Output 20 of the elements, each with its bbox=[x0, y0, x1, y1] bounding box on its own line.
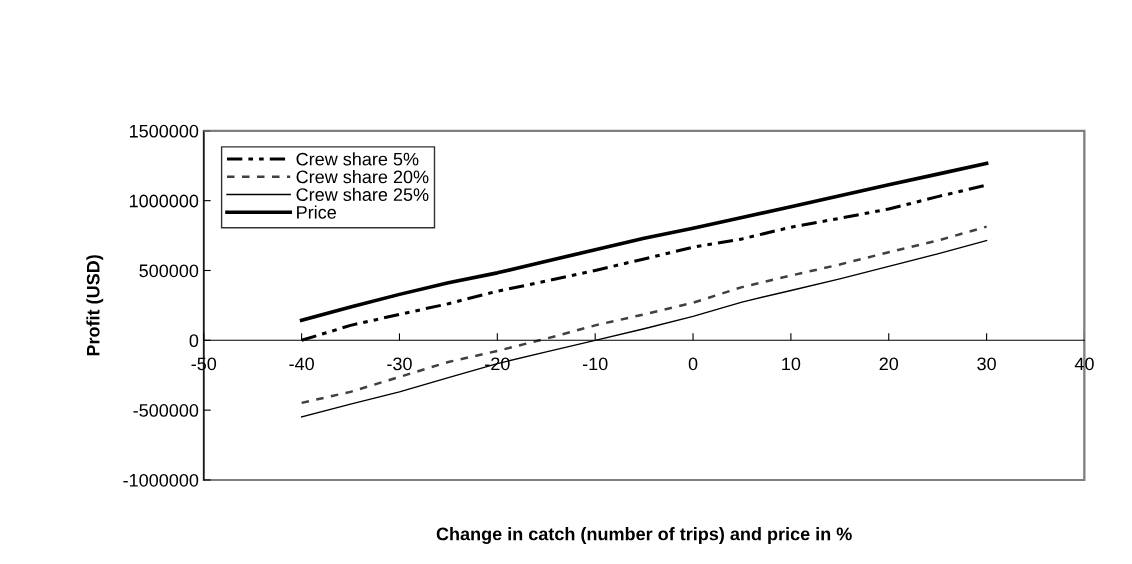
x-tick-label: -40 bbox=[289, 357, 314, 371]
x-tick-label: 20 bbox=[879, 357, 899, 371]
x-tick-label: -10 bbox=[582, 357, 608, 371]
y-tick-label: -1000000 bbox=[123, 473, 199, 487]
x-tick-label: 40 bbox=[1074, 357, 1094, 371]
legend-label: Crew share 5% bbox=[296, 152, 419, 166]
legend-label: Price bbox=[297, 205, 336, 219]
y-tick-label: 0 bbox=[189, 334, 199, 348]
y-tick-label: -500000 bbox=[133, 404, 199, 417]
x-tick-label: -30 bbox=[387, 357, 412, 371]
legend-label: Crew share 25% bbox=[296, 187, 429, 202]
y-tick-label: 1500000 bbox=[129, 124, 199, 138]
legend-label: Crew share 20% bbox=[296, 170, 429, 184]
x-tick-label: 0 bbox=[688, 357, 698, 371]
y-tick-label: 1000000 bbox=[129, 194, 199, 208]
y-tick-label: 500000 bbox=[139, 264, 199, 278]
y-axis-title: Profit (USD) bbox=[86, 255, 104, 356]
x-tick-label: 10 bbox=[782, 357, 801, 371]
x-tick-label: 30 bbox=[977, 357, 996, 371]
x-axis-title: Change in catch (number of trips) and price in % bbox=[436, 527, 852, 544]
